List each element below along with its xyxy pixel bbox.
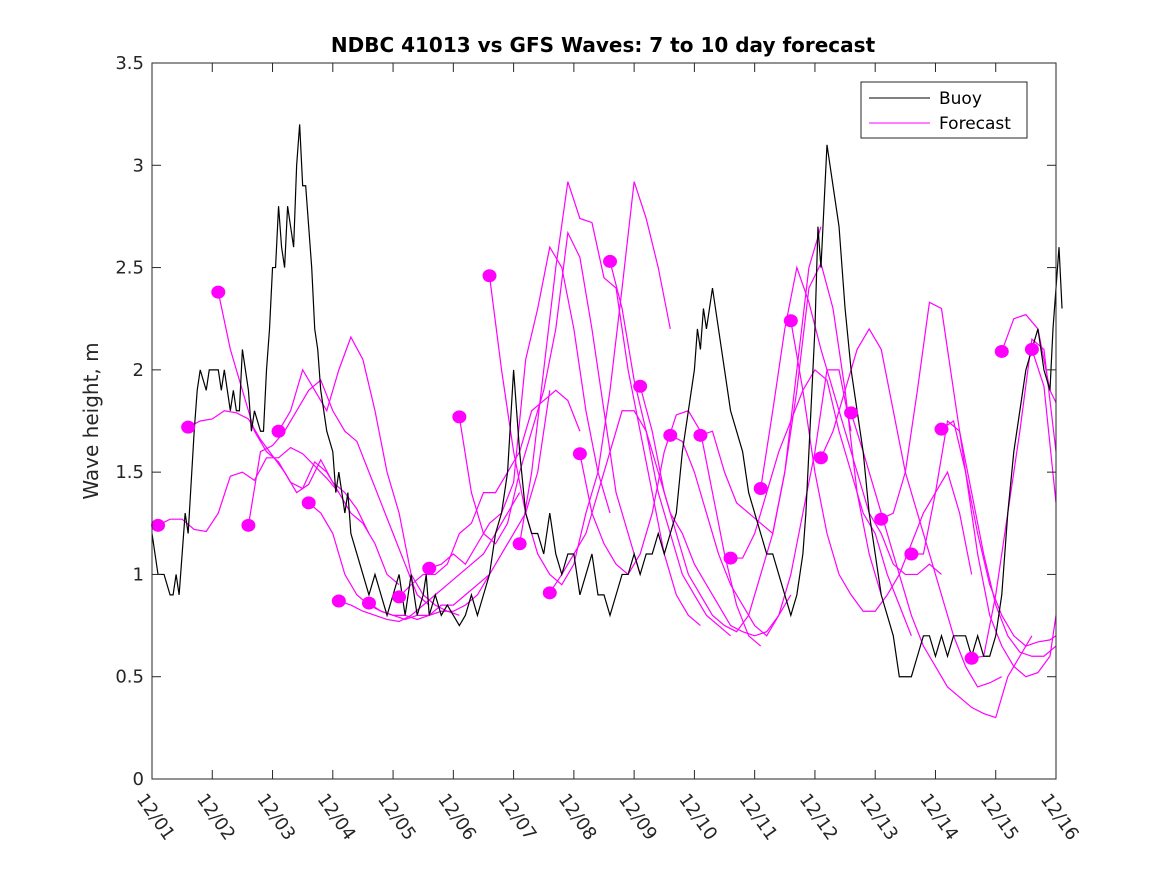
legend-label-forecast: Forecast: [939, 114, 1011, 134]
forecast-start-marker: [934, 422, 949, 436]
forecast-line: [308, 502, 490, 621]
forecast-start-marker: [813, 451, 828, 465]
forecast-start-marker: [633, 379, 648, 393]
forecast-line: [1031, 349, 1057, 503]
forecast-line: [368, 390, 551, 621]
forecast-start-marker: [844, 406, 859, 420]
forecast-start-marker: [181, 420, 196, 434]
forecast-line: [217, 291, 400, 586]
forecast-start-marker: [874, 512, 889, 526]
forecast-start-marker: [693, 428, 708, 442]
forecast-line: [187, 410, 370, 534]
buoy-line: [151, 124, 1063, 678]
forecast-line: [911, 419, 1057, 657]
forecast-start-marker: [452, 410, 467, 424]
forecast-line: [670, 369, 852, 637]
forecast-start-marker: [753, 482, 768, 496]
marker-layer: [151, 254, 1039, 665]
forecast-start-marker: [361, 596, 376, 610]
forecast-line: [1001, 313, 1057, 403]
y-tick-label: 3.5: [115, 53, 144, 74]
buoy-layer: [151, 124, 1063, 678]
y-tick-label: 2: [133, 360, 144, 381]
forecast-line: [730, 368, 912, 637]
forecast-start-marker: [211, 285, 226, 299]
forecast-start-marker: [512, 537, 527, 551]
forecast-line: [338, 492, 521, 623]
forecast-line: [519, 181, 701, 627]
forecast-start-marker: [964, 651, 979, 665]
forecast-start-marker: [301, 496, 316, 510]
forecast-start-marker: [151, 518, 166, 532]
forecast-line: [700, 261, 882, 596]
forecast-start-marker: [663, 428, 678, 442]
forecast-start-marker: [331, 594, 346, 608]
forecast-start-marker: [392, 590, 407, 604]
forecast-line: [549, 410, 731, 637]
y-tick-label: 1.5: [115, 462, 144, 483]
y-axis: 0 0.5 1 1.5 2 2.5 3 3.5: [115, 53, 1056, 790]
forecast-line: [880, 301, 1057, 647]
forecast-start-marker: [572, 447, 587, 461]
forecast-start-marker: [994, 344, 1009, 358]
legend-box: [860, 81, 1028, 139]
forecast-start-marker: [1024, 342, 1039, 356]
plot-area: [152, 63, 1056, 779]
legend-label-buoy: Buoy: [939, 89, 982, 109]
forecast-start-marker: [603, 254, 618, 268]
forecast-start-marker: [241, 518, 256, 532]
y-tick-label: 0: [133, 769, 144, 790]
forecast-line: [429, 245, 611, 569]
forecast-line: [760, 265, 942, 576]
forecast-start-marker: [783, 314, 798, 328]
forecast-start-marker: [422, 561, 437, 575]
legend: Buoy Forecast: [860, 81, 1028, 139]
forecast-line: [609, 261, 792, 637]
forecast-line: [488, 181, 671, 586]
forecast-line: [790, 320, 973, 612]
forecast-start-marker: [482, 269, 497, 283]
y-tick-label: 3: [133, 155, 144, 176]
forecast-start-marker: [904, 547, 919, 561]
y-tick-label: 2.5: [115, 258, 144, 279]
forecast-start-marker: [723, 551, 738, 565]
chart-title: NDBC 41013 vs GFS Waves: 7 to 10 day for…: [331, 33, 876, 57]
forecast-line: [941, 420, 1057, 678]
axes-box: [151, 62, 1057, 780]
y-tick-label: 0.5: [115, 667, 144, 688]
forecast-line: [247, 379, 430, 606]
y-axis-label: Wave height, m: [79, 342, 103, 499]
forecast-start-marker: [271, 424, 286, 438]
forecast-start-marker: [542, 586, 557, 600]
y-tick-label: 1: [133, 564, 144, 585]
